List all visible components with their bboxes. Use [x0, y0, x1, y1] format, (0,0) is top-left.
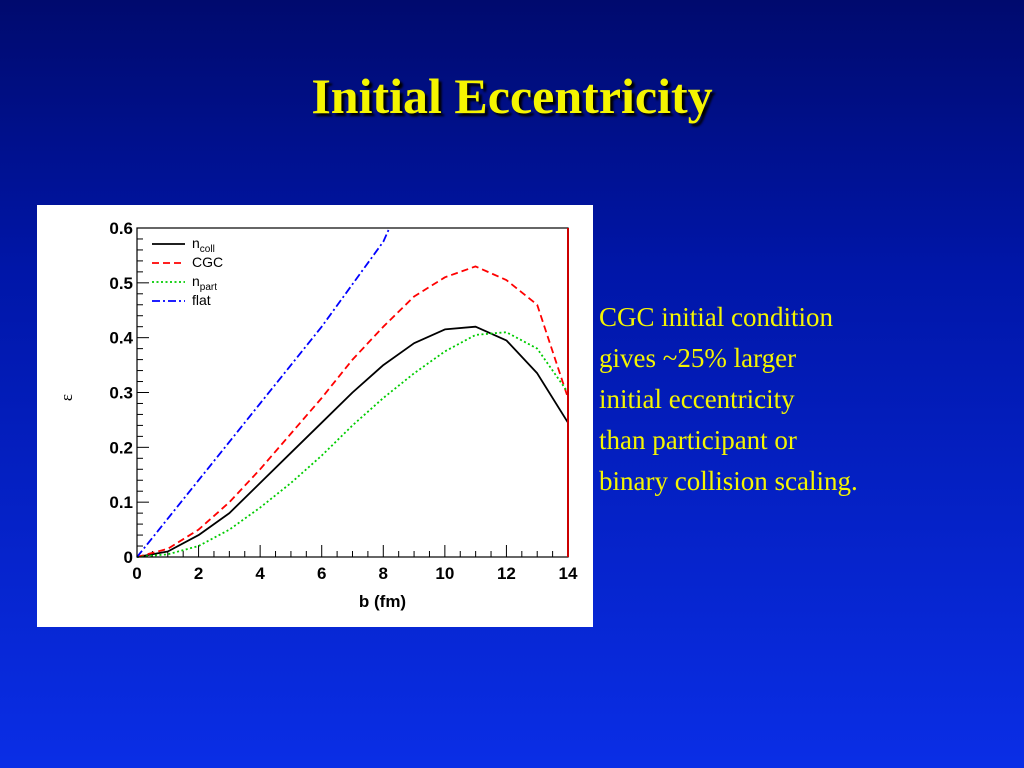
- eccentricity-chart: 0 2 4 6 8 10 12 14 0 0.1 0.2 0.3 0.4 0.5 0.6 b (fm) ε …: [37, 205, 593, 627]
- x-tick-label: 10: [435, 564, 454, 583]
- y-axis-label: ε: [57, 394, 76, 401]
- x-tick-label: 14: [559, 564, 578, 583]
- note-line: than participant or: [599, 425, 797, 455]
- series-line-flat: [136, 227, 391, 558]
- y-tick-label: 0.6: [109, 219, 133, 238]
- tick-labels: 0 2 4 6 8 10 12 14 0 0.1 0.2 0.3 0.4 0.5 0.6: [109, 219, 578, 583]
- x-tick-label: 8: [379, 564, 388, 583]
- note-text: CGC initial condition gives ~25% larger …: [599, 297, 1019, 502]
- legend-label: npart: [192, 273, 217, 293]
- y-tick-label: 0.1: [109, 493, 133, 512]
- series-line-n-part: [136, 331, 569, 558]
- x-tick-label: 6: [317, 564, 326, 583]
- series-line-cgc: [136, 265, 569, 558]
- series-line-n-coll: [136, 325, 569, 558]
- slide-title: Initial Eccentricity: [311, 68, 713, 124]
- y-tick-label: 0.2: [109, 438, 133, 457]
- x-tick-label: 4: [255, 564, 265, 583]
- y-tick-label: 0.3: [109, 384, 133, 403]
- y-tick-label: 0.5: [109, 274, 133, 293]
- x-tick-label: 0: [132, 564, 141, 583]
- y-tick-label: 0.4: [109, 329, 133, 348]
- x-tick-label: 12: [497, 564, 516, 583]
- note-line: binary collision scaling.: [599, 466, 858, 496]
- x-axis-label: b (fm): [359, 592, 406, 611]
- note-line: CGC initial condition: [599, 302, 833, 332]
- series-lines: [136, 227, 569, 558]
- note-line: initial eccentricity: [599, 384, 795, 414]
- note-line: gives ~25% larger: [599, 343, 797, 373]
- y-tick-label: 0: [124, 548, 133, 567]
- legend-label: CGC: [192, 254, 223, 270]
- legend-label: ncoll: [192, 235, 215, 255]
- x-tick-label: 2: [194, 564, 203, 583]
- legend-label: flat: [192, 292, 211, 308]
- axis-ticks: [136, 227, 569, 558]
